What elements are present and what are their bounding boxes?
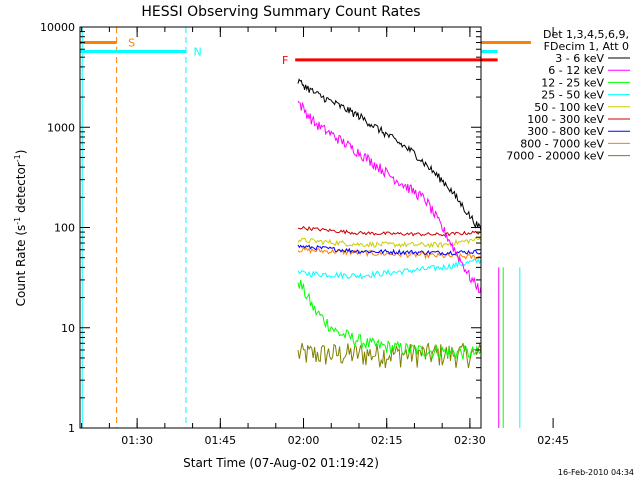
x-tick-label: 01:30: [121, 434, 153, 447]
x-tick-label: 02:45: [537, 434, 569, 447]
plot-content: S N F: [80, 27, 531, 428]
y-axis-label: Count Rate (s-1 detector-1): [13, 150, 28, 307]
axes: 1 10 100 1000 10000 01:30 01:45 02:00 02:15 02:30…: [40, 21, 569, 447]
x-axis-label: Start Time (07-Aug-02 01:19:42): [183, 456, 379, 470]
flag-label: S: [128, 37, 135, 50]
x-tick-label: 01:45: [204, 434, 236, 447]
y-tick-label: 10: [61, 322, 75, 335]
y-tick-label: 100: [54, 222, 75, 235]
series-line: [297, 218, 482, 237]
legend-entry-label: 3 - 6 keV: [555, 52, 604, 65]
series-line: [297, 100, 482, 305]
y-tick-label: 1: [68, 422, 75, 435]
legend-entry-label: 300 - 800 keV: [527, 125, 604, 138]
legend-entry-label: 50 - 100 keV: [534, 101, 604, 114]
series-line: [297, 198, 482, 249]
series-line: [297, 279, 482, 361]
chart-title: HESSI Observing Summary Count Rates: [141, 4, 420, 20]
legend-entry-label: 800 - 7000 keV: [520, 137, 604, 150]
plot-frame: [79, 26, 482, 429]
flag-label: F: [282, 54, 288, 67]
legend-entry-label: 100 - 300 keV: [527, 113, 604, 126]
legend: Det 1,3,4,5,6,9,FDecim 1, Att 03 - 6 keV…: [506, 28, 630, 163]
y-tick-label: 1000: [47, 121, 75, 134]
legend-entry-label: 25 - 50 keV: [541, 89, 604, 102]
legend-entry-label: 7000 - 20000 keV: [506, 150, 604, 163]
x-tick-label: 02:15: [371, 434, 403, 447]
legend-header: FDecim 1, Att 0: [544, 40, 629, 53]
x-tick-label: 02:30: [454, 434, 486, 447]
y-tick-label: 10000: [40, 21, 75, 34]
flag-label: N: [193, 45, 201, 58]
legend-entry-label: 12 - 25 keV: [541, 76, 604, 89]
footer-timestamp: 16-Feb-2010 04:34: [558, 468, 634, 477]
legend-entry-label: 6 - 12 keV: [548, 64, 604, 77]
legend-header: Det 1,3,4,5,6,9,: [543, 28, 629, 41]
x-tick-label: 02:00: [288, 434, 320, 447]
series-line: [297, 78, 482, 239]
